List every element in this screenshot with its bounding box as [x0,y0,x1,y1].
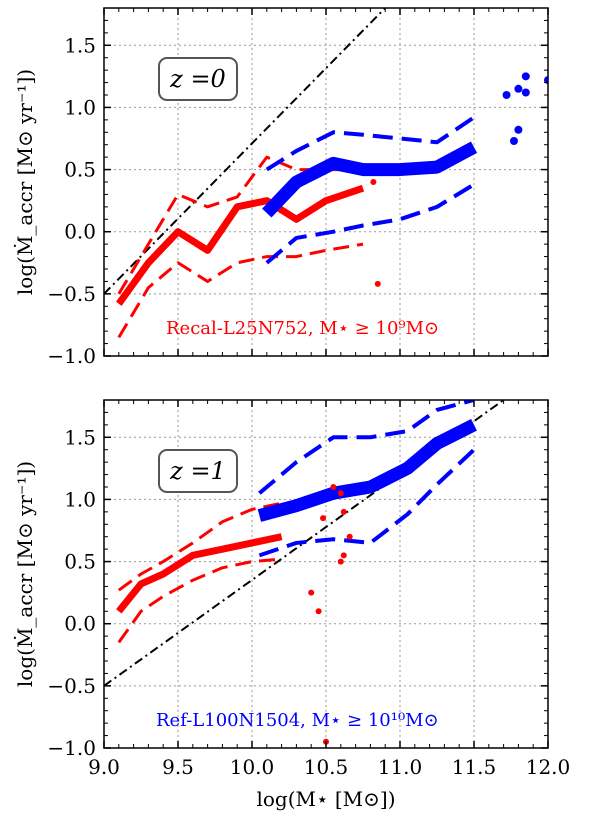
red-scatter-point [340,508,347,515]
blue-percentile-line [258,400,475,495]
redshift-badge: z =1 [169,457,226,485]
y-tick-label: −0.5 [47,282,96,306]
blue-median-line [257,419,477,522]
x-tick-label: 9.5 [162,755,194,779]
panel-top: −1.0 −0.5 0.0 0.5 1.0 1.5 log(Ṁ_accr [M⊙ yr⁻¹]… [13,7,549,368]
red-median-line [116,533,283,614]
dash-dot-reference-line [104,8,386,295]
red-scatter-point [340,552,347,559]
y-tick-label: 1.0 [64,95,96,119]
red-percentile-line [117,155,363,295]
sample-annotation: Recal-L25N752, M⋆ ≥ 10⁹M⊙ [166,318,439,339]
y-axis-label: log(Ṁ_accr [M⊙ yr⁻¹]) [13,69,37,295]
y-tick-label: −1.0 [47,344,96,368]
red-scatter-point [320,515,327,522]
y-tick-label: 1.5 [64,33,96,57]
x-tick-label: 9.0 [88,755,120,779]
blue-percentile-line [258,448,476,558]
panel-bottom: −1.0 −0.5 0.0 0.5 1.0 1.5 9.0 9.5 10.0 10.5 11.0 11… [13,399,571,811]
x-tick-label: 10.0 [230,755,275,779]
blue-scatter-point [514,125,523,134]
blue-percentile-line [265,182,476,265]
red-scatter-point [346,533,353,540]
x-tick-label: 12.0 [526,755,571,779]
red-scatter-point [308,589,315,596]
red-scatter-point [337,558,344,565]
dash-dot-reference-line [104,400,505,687]
red-median-line [115,184,365,306]
blue-scatter-point [521,72,530,81]
blue-scatter-point [521,88,530,97]
y-tick-label: 0.0 [64,220,96,244]
y-axis-label: log(Ṁ_accr [M⊙ yr⁻¹]) [13,461,37,687]
red-percentile-line [117,501,282,592]
blue-scatter-point [509,136,518,145]
x-axis-label: log(M⋆ [M⊙]) [256,787,395,811]
red-scatter-point [330,484,337,490]
y-tick-label: 1.0 [64,487,96,511]
red-percentile-line [117,242,364,339]
red-scatter-point [352,187,359,194]
red-percentile-line [117,557,282,644]
blue-percentile-line [265,115,476,172]
redshift-badge-box [158,57,238,101]
y-tick-label: 0.5 [64,158,96,182]
red-scatter-point [370,179,377,185]
x-tick-label: 11.5 [452,755,497,779]
y-tick-label: 0.5 [64,550,96,574]
blue-median-line [262,141,478,218]
x-tick-label: 11.0 [378,755,423,779]
x-tick-label: 10.5 [304,755,349,779]
redshift-badge-box [158,449,238,493]
red-scatter-point [337,490,344,497]
blue-scatter-point [514,84,523,93]
red-scatter-point [374,280,381,287]
redshift-badge: z =0 [169,65,226,93]
y-tick-label: −1.0 [47,736,96,760]
y-tick-label: −0.5 [47,674,96,698]
y-tick-label: 1.5 [64,425,96,449]
plot-area [104,8,548,339]
sample-annotation: Ref-L100N1504, M⋆ ≥ 10¹⁰M⊙ [156,710,439,731]
blue-scatter-point [502,91,511,99]
plot-area [104,400,505,745]
red-scatter-point [315,608,322,615]
y-tick-label: 0.0 [64,612,96,636]
